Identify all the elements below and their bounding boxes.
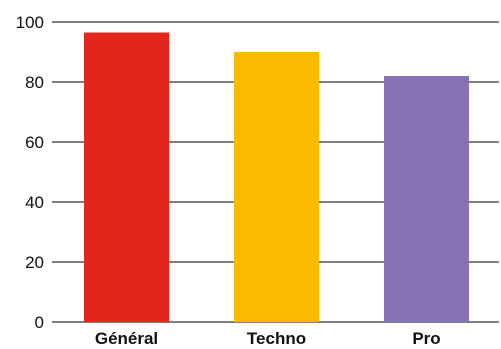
y-tick-label: 100 [16,13,44,32]
y-axis-tick-labels: 0 20 40 60 80 100 [16,13,44,332]
y-tick-label: 40 [25,193,44,212]
bar-2 [384,76,469,322]
bar-1 [234,52,319,322]
category-label: Techno [247,329,306,348]
y-tick-label: 20 [25,253,44,272]
bar-0 [84,32,169,322]
y-tick-label: 60 [25,133,44,152]
category-label: Général [95,329,158,348]
y-tick-label: 0 [35,313,44,332]
bars [84,32,469,322]
category-label: Pro [412,329,440,348]
y-tick-label: 80 [25,73,44,92]
x-axis-category-labels: Général Techno Pro [95,329,441,348]
